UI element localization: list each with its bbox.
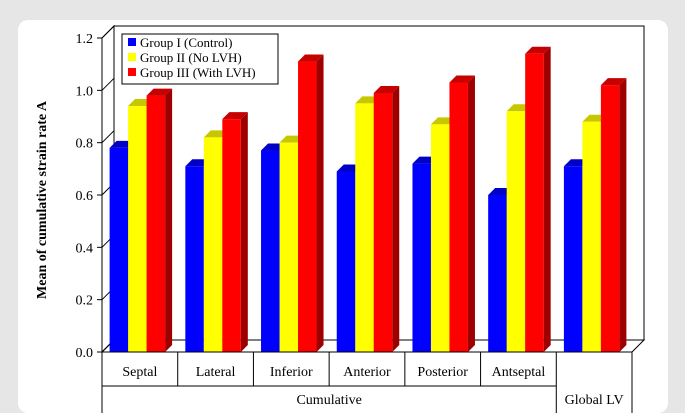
- bar-side: [165, 88, 173, 353]
- legend-label: Group III (With LVH): [140, 65, 256, 80]
- y-tick-label: 0.0: [76, 346, 94, 361]
- bar-front: [430, 124, 450, 352]
- legend-label: Group II (No LVH): [140, 50, 242, 65]
- bar-front: [488, 195, 507, 352]
- y-tick-label: 0.2: [76, 294, 94, 309]
- bar-front: [146, 95, 166, 353]
- y-tick-label: 1.0: [76, 84, 94, 99]
- bar-front: [449, 82, 468, 352]
- bar-front: [563, 166, 583, 352]
- category-label: Anterior: [343, 365, 391, 380]
- bar-front: [355, 103, 374, 353]
- bar-front: [600, 85, 620, 352]
- bar-front: [109, 147, 129, 352]
- bar-top: [600, 78, 627, 86]
- bar-top: [298, 54, 324, 62]
- bar: [373, 85, 400, 352]
- category-label: Lateral: [196, 365, 236, 380]
- bar-side: [467, 75, 475, 352]
- bar-front: [582, 121, 601, 352]
- bar-top: [222, 112, 248, 120]
- bar: [222, 112, 248, 352]
- bar-front: [261, 150, 280, 352]
- group-label: Cumulative: [296, 393, 361, 408]
- bars-layer: [109, 46, 627, 353]
- bar: [525, 46, 551, 352]
- category-labels: Septal Lateral Inferior Anterior Posterior An…: [101, 351, 633, 413]
- y-tick-label: 1.2: [76, 32, 94, 47]
- bar-top: [449, 75, 475, 83]
- category-label: Inferior: [270, 365, 313, 380]
- category-label: Septal: [122, 365, 157, 380]
- y-tick-depth: [101, 130, 115, 144]
- bar-front: [185, 166, 204, 352]
- y-tick-label: 0.6: [76, 189, 94, 204]
- category-label: Antseptal: [492, 365, 546, 380]
- bar-front: [412, 163, 431, 352]
- legend: Group I (Control)Group II (No LVH)Group …: [121, 33, 279, 85]
- y-tick-depth: [101, 25, 115, 39]
- category-label: Posterior: [417, 365, 468, 380]
- legend-swatch: [128, 68, 136, 76]
- bar-side: [316, 54, 324, 353]
- y-axis-title: Mean of cumulative strain rate A: [35, 100, 50, 299]
- bar: [146, 88, 173, 353]
- bar: [298, 54, 324, 353]
- bar-front: [222, 119, 241, 352]
- bar-front: [279, 142, 299, 352]
- bar-top: [525, 46, 551, 54]
- bar-front: [525, 53, 544, 352]
- bar-side: [392, 85, 400, 352]
- legend-swatch: [128, 53, 136, 61]
- bar-front: [506, 111, 526, 353]
- bar-front: [203, 137, 223, 352]
- bar-front: [128, 106, 147, 353]
- bar-side: [619, 78, 627, 352]
- bar-front: [298, 61, 317, 353]
- bar-side: [543, 46, 551, 352]
- bar-front: [336, 171, 356, 352]
- bar-side: [240, 112, 248, 352]
- category-label: Global LV: [565, 393, 624, 408]
- bar: [600, 78, 627, 352]
- legend-label: Group I (Control): [140, 35, 232, 50]
- y-tick-label: 0.4: [76, 241, 94, 256]
- bar-top: [373, 85, 400, 93]
- bar: [449, 75, 475, 352]
- bar-top: [146, 88, 173, 96]
- legend-box: [121, 33, 279, 85]
- y-tick-depth: [101, 77, 115, 91]
- legend-swatch: [128, 38, 136, 46]
- bar-front: [373, 92, 393, 352]
- y-tick-label: 0.8: [76, 137, 94, 152]
